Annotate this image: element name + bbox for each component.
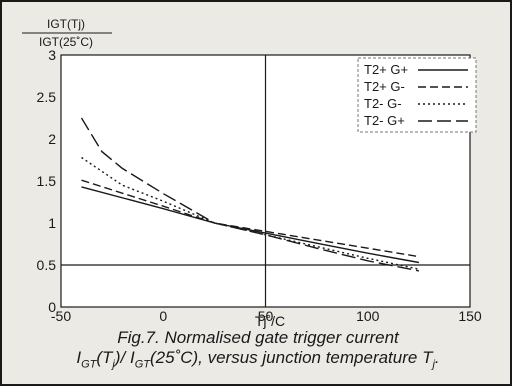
y-tick-label: 1.5 <box>37 173 57 189</box>
ylabel-denominator: IGT(25˚C) <box>39 35 93 49</box>
series-lines <box>80 117 420 272</box>
y-tick-label: 3 <box>48 47 56 63</box>
y-tick-label: 2.5 <box>37 89 57 105</box>
ylabel-numerator: IGT(Tj) <box>47 17 85 31</box>
y-tick-label: 0 <box>48 299 56 315</box>
caption-line-1: Fig.7. Normalised gate trigger current <box>117 328 399 347</box>
series-line-T2pGm <box>81 179 420 258</box>
x-tick-label: 0 <box>159 308 167 324</box>
y-tick-label: 2 <box>48 131 56 147</box>
x-tick-label: 50 <box>258 308 274 324</box>
x-axis-label: Tj˚/C <box>255 313 285 329</box>
y-tick-label: 1 <box>48 215 56 231</box>
legend-label: T2+ G- <box>364 79 405 94</box>
legend: T2+ G+ T2+ G- T2- G- T2- G+ <box>364 62 468 128</box>
y-tick-label: 0.5 <box>37 257 57 273</box>
legend-label: T2+ G+ <box>364 62 408 77</box>
legend-label: T2- G- <box>364 96 402 111</box>
series-line-T2mGp <box>80 117 420 272</box>
figure-caption: Fig.7. Normalised gate trigger current I… <box>2 328 512 374</box>
series-line-T2pGp <box>81 186 420 264</box>
x-tick-label: 100 <box>356 308 380 324</box>
x-tick-label: -50 <box>51 308 71 324</box>
caption-line-2: IGT(Tj)/ IGT(25˚C), versus junction temp… <box>76 348 440 371</box>
legend-label: T2- G+ <box>364 113 405 128</box>
x-tick-label: 150 <box>458 308 482 324</box>
